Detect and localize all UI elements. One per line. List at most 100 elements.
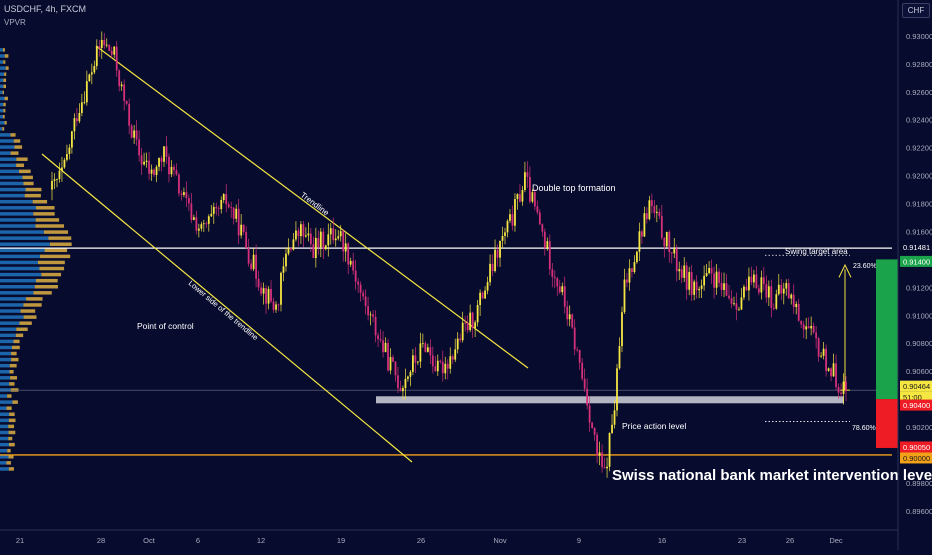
volume-profile-bar-down: [0, 382, 10, 386]
volume-profile-bar-down: [0, 193, 25, 198]
volume-profile-bar-down: [0, 272, 42, 277]
fib-786-label: 78.60%: [852, 425, 876, 432]
target-price-tag: 0.91400: [903, 257, 930, 266]
candle-body: [509, 214, 511, 221]
candle-body: [120, 84, 123, 87]
price-axis[interactable]: 0.93000 0.92800 0.92600 0.92400 0.92200 0.920…: [897, 0, 932, 550]
candle-body: [260, 287, 262, 294]
swing-target-label: Swing target area: [785, 247, 848, 256]
candle-body: [516, 194, 519, 200]
poc-label: Point of control: [137, 321, 194, 331]
candle-body: [708, 267, 711, 274]
candle-body: [700, 285, 703, 289]
candle-body: [53, 179, 56, 181]
volume-profile-bar-down: [0, 157, 17, 161]
volume-profile-bar-up: [4, 54, 9, 58]
volume-profile-bar-down: [0, 78, 4, 83]
candle-body: [85, 81, 88, 103]
volume-profile-bar-down: [0, 303, 24, 307]
price-action-label: Price action level: [622, 421, 686, 431]
volume-profile-bar-down: [0, 455, 9, 459]
volume-profile-bar-down: [0, 260, 38, 265]
volume-profile-bar-up: [2, 48, 5, 52]
candle-body: [830, 368, 832, 377]
candle-body: [257, 278, 260, 288]
volume-profile-bar-up: [39, 254, 71, 259]
candle-body: [598, 452, 601, 456]
candle-body: [660, 215, 663, 238]
volume-profile-bar-up: [16, 327, 28, 331]
stop-zone: [876, 399, 898, 448]
volume-profile-bar-up: [19, 169, 31, 174]
volume-profile-bar-up: [9, 442, 15, 447]
candle-body: [392, 357, 394, 362]
volume-profile-bar-down: [0, 139, 14, 143]
price-tick-label: 0.92000: [906, 172, 932, 181]
candle-body: [499, 240, 501, 258]
volume-profile-bar-up: [20, 309, 36, 313]
candle-body: [220, 200, 223, 210]
volume-profile-bar-down: [0, 412, 10, 417]
candle-body: [190, 203, 193, 220]
currency-button[interactable]: CHF: [902, 3, 930, 18]
volume-profile-bar-up: [26, 297, 43, 301]
horizontal-levels: [0, 247, 892, 456]
candle-body: [593, 428, 596, 435]
volume-profile-bar-up: [23, 181, 34, 186]
candle-body: [678, 269, 681, 272]
candle-body: [292, 239, 295, 250]
volume-profile-bar-down: [0, 224, 36, 228]
candle-body: [302, 224, 305, 237]
candle-body: [317, 237, 320, 248]
candle-body: [185, 192, 188, 199]
candle-body: [192, 217, 195, 220]
candle-body: [631, 268, 633, 272]
volume-profile-bar-up: [10, 151, 19, 155]
candle-body: [446, 363, 449, 369]
lower-trendline[interactable]: [41, 153, 413, 463]
upper-trendline[interactable]: [95, 45, 529, 369]
candle-body: [611, 424, 613, 434]
candle-body: [663, 237, 666, 247]
candle-body: [384, 342, 387, 353]
volume-profile-bar-up: [6, 406, 12, 410]
volume-profile-bar-up: [39, 266, 65, 271]
candle-body: [80, 102, 83, 113]
time-axis[interactable]: 21 28 Oct 6 12 19 26 Nov 9 16 23 26 Dec: [0, 529, 898, 545]
candle-body: [63, 159, 66, 168]
volume-profile-bar-up: [48, 236, 72, 240]
volume-profile-bar-down: [0, 212, 34, 216]
stop-floor-price-tag-bg: [900, 441, 932, 453]
candle-body: [748, 276, 750, 291]
candle-body: [822, 348, 825, 356]
trendlines[interactable]: [41, 45, 852, 463]
candle-body: [825, 348, 827, 371]
candle-body: [645, 213, 648, 220]
candle-body: [215, 206, 218, 209]
volume-profile-bar-up: [24, 193, 41, 198]
volume-profile-bar-down: [0, 90, 3, 95]
volume-profile-bar-down: [0, 96, 5, 101]
candle-body: [389, 357, 392, 371]
price-tick-label: 0.92200: [906, 144, 932, 153]
volume-profile-bar-down: [0, 163, 17, 168]
candle-body: [623, 279, 626, 313]
candle-body: [790, 294, 793, 299]
candle-body: [51, 180, 53, 190]
volume-profile-bar-down: [0, 66, 6, 70]
volume-profile-bar-up: [15, 333, 24, 338]
candle-body: [165, 146, 168, 157]
candle-body: [277, 304, 280, 306]
candle-body: [349, 260, 352, 265]
indicator-name[interactable]: VPVR: [4, 18, 26, 27]
candle-body: [531, 192, 534, 202]
volume-profile-bar-up: [9, 382, 15, 386]
candle-body: [240, 224, 243, 236]
candle-body: [329, 228, 332, 235]
volume-profile-bar-down: [0, 242, 50, 246]
candle-body: [397, 375, 399, 389]
candle-body: [546, 241, 549, 248]
countdown-tag-bg: [900, 391, 932, 403]
